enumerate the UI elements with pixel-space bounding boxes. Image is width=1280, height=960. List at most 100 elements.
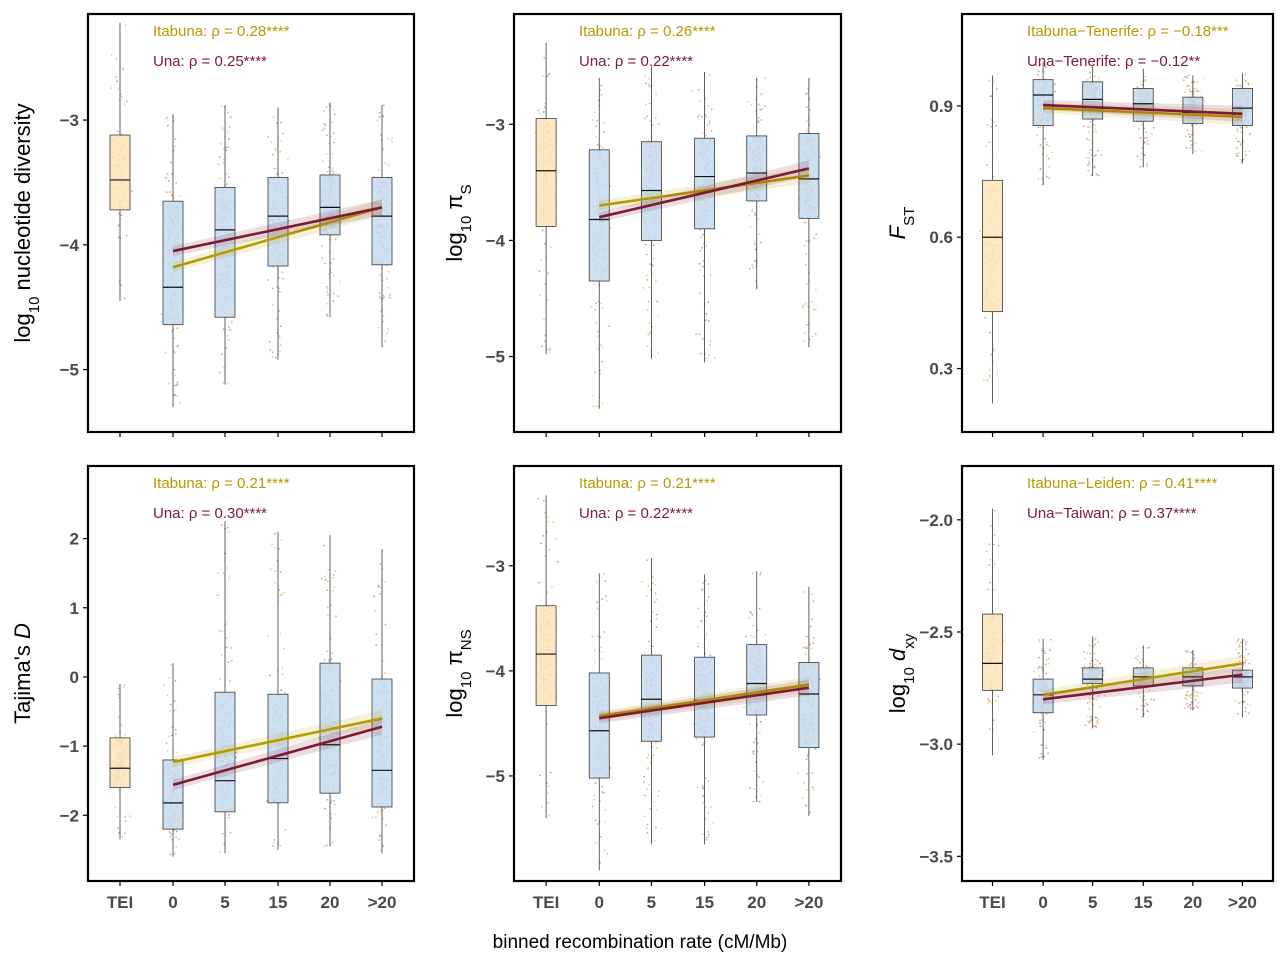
data-point [229, 116, 232, 119]
data-point [226, 567, 228, 569]
data-point [278, 287, 281, 290]
data-point [1198, 90, 1201, 93]
data-point [160, 313, 163, 315]
data-point [757, 218, 759, 221]
data-point [1140, 83, 1143, 86]
data-point [326, 134, 328, 137]
data-point [226, 111, 229, 114]
data-point [227, 130, 230, 133]
data-point [267, 635, 269, 637]
data-point [657, 352, 660, 354]
data-point [697, 115, 699, 118]
data-point [272, 841, 275, 844]
data-point [320, 577, 323, 580]
data-point [1184, 75, 1186, 78]
data-point [748, 215, 751, 217]
annotation-itabuna: Itabuna: ρ = 0.28**** [153, 23, 290, 40]
data-point [382, 314, 385, 317]
data-point [1093, 155, 1096, 157]
data-point [1089, 71, 1091, 74]
data-point [992, 349, 995, 352]
data-point [377, 584, 380, 587]
y-tick-label: −3 [486, 115, 505, 134]
data-point [1054, 83, 1056, 86]
data-point [601, 402, 604, 405]
data-point [218, 629, 221, 632]
data-point [595, 405, 598, 407]
data-point [173, 149, 175, 151]
data-point [748, 267, 751, 270]
data-point [323, 544, 325, 547]
data-point [116, 815, 119, 818]
data-point [1145, 136, 1148, 139]
data-point [123, 103, 126, 106]
data-point [540, 258, 542, 261]
data-point [814, 333, 817, 336]
data-point [321, 257, 324, 259]
data-point [325, 844, 328, 847]
data-point [1089, 125, 1092, 128]
data-point [280, 277, 283, 280]
data-point [227, 176, 230, 179]
data-point [1203, 77, 1206, 80]
data-point [698, 114, 700, 116]
data-point [225, 173, 228, 176]
data-point [169, 703, 172, 706]
data-point [332, 300, 335, 303]
data-point [751, 209, 753, 212]
data-point [541, 345, 543, 348]
data-point [1143, 127, 1146, 130]
data-point [699, 249, 702, 252]
box-iqr [982, 179, 1003, 313]
data-point [1238, 140, 1240, 143]
data-point [117, 687, 120, 690]
data-point [123, 832, 126, 835]
data-point [705, 244, 708, 247]
data-point [269, 349, 272, 351]
data-point [814, 309, 817, 312]
data-point [645, 82, 647, 85]
data-point [708, 122, 711, 124]
data-point [337, 295, 339, 298]
data-point [996, 373, 999, 376]
data-point [271, 543, 273, 546]
data-point [386, 332, 388, 335]
box-iqr [371, 177, 393, 266]
data-point [1087, 169, 1090, 172]
data-point [175, 830, 178, 833]
data-point [278, 336, 281, 339]
data-point [226, 183, 229, 185]
data-point [713, 356, 716, 359]
data-point [648, 286, 651, 289]
y-axis-label: log10 nucleotide diversity [10, 103, 43, 342]
data-point [705, 312, 708, 315]
data-point [803, 244, 806, 247]
data-point [708, 320, 710, 322]
data-point [707, 124, 709, 126]
data-point [323, 127, 326, 130]
data-point [698, 262, 701, 265]
data-point [602, 130, 605, 133]
data-point [226, 621, 228, 624]
data-point [220, 654, 223, 656]
data-point [326, 315, 329, 317]
data-point [1139, 166, 1142, 168]
data-point [175, 846, 178, 848]
data-point [324, 262, 326, 265]
data-point [269, 568, 272, 571]
data-point [990, 125, 992, 128]
data-point [597, 330, 599, 333]
data-point [120, 724, 123, 726]
data-point [601, 346, 603, 349]
data-point [380, 134, 382, 136]
x-tick-label: 5 [220, 893, 229, 912]
data-point [281, 271, 284, 274]
data-point [384, 581, 387, 583]
data-point [170, 838, 173, 841]
data-point [129, 815, 132, 818]
x-tick-label: 20 [321, 893, 340, 912]
data-point [1048, 157, 1050, 160]
data-point [110, 87, 112, 89]
data-point [1184, 91, 1186, 94]
